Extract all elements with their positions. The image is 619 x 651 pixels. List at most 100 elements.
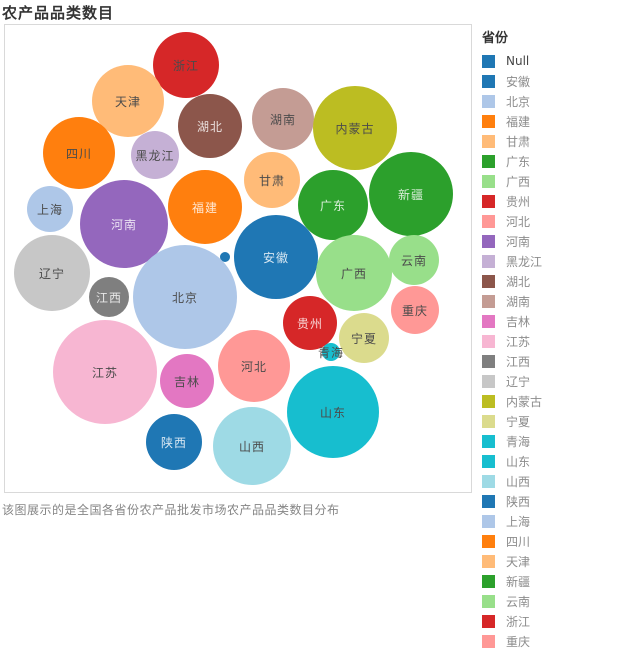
bubble-天津[interactable]: 天津 bbox=[92, 65, 164, 137]
bubble-福建[interactable]: 福建 bbox=[168, 170, 242, 244]
legend-swatch-icon bbox=[482, 354, 495, 368]
bubble-宁夏[interactable]: 宁夏 bbox=[339, 313, 389, 363]
legend-item-宁夏[interactable]: 宁夏 bbox=[481, 411, 617, 431]
legend-label: 广西 bbox=[506, 174, 531, 189]
legend-label: 天津 bbox=[506, 554, 531, 569]
legend-panel: 省份 Null 安徽 北京 福建 甘肃 广东 广西 贵州 河北 河南 黑龙江 湖北 湖南 吉林 江苏 江西 辽宁… bbox=[481, 27, 617, 651]
legend-item-山东[interactable]: 山东 bbox=[481, 451, 617, 471]
bubble-河北[interactable]: 河北 bbox=[218, 330, 290, 402]
bubble-河南[interactable]: 河南 bbox=[80, 180, 168, 268]
legend-label: 广东 bbox=[506, 154, 531, 169]
legend-label: 河南 bbox=[506, 234, 531, 249]
legend-item-浙江[interactable]: 浙江 bbox=[481, 611, 617, 631]
bubble-北京[interactable]: 北京 bbox=[133, 245, 237, 349]
legend-item-内蒙古[interactable]: 内蒙古 bbox=[481, 391, 617, 411]
legend-label: 北京 bbox=[506, 94, 531, 109]
legend-item-贵州[interactable]: 贵州 bbox=[481, 191, 617, 211]
legend-item-福建[interactable]: 福建 bbox=[481, 111, 617, 131]
bubble-甘肃[interactable]: 甘肃 bbox=[244, 152, 300, 208]
bubble-四川[interactable]: 四川 bbox=[43, 117, 115, 189]
legend-item-云南[interactable]: 云南 bbox=[481, 591, 617, 611]
legend-item-重庆[interactable]: 重庆 bbox=[481, 631, 617, 651]
legend-item-天津[interactable]: 天津 bbox=[481, 551, 617, 571]
legend-swatch-icon bbox=[482, 494, 495, 508]
legend-item-北京[interactable]: 北京 bbox=[481, 91, 617, 111]
bubble-山西[interactable]: 山西 bbox=[213, 407, 291, 485]
legend-item-吉林[interactable]: 吉林 bbox=[481, 311, 617, 331]
legend-item-河南[interactable]: 河南 bbox=[481, 231, 617, 251]
legend-label: 黑龙江 bbox=[506, 254, 543, 269]
legend-swatch-icon bbox=[482, 134, 495, 148]
bubble-江苏[interactable]: 江苏 bbox=[53, 320, 157, 424]
bubble-新疆[interactable]: 新疆 bbox=[369, 152, 453, 236]
legend-label: 福建 bbox=[506, 114, 531, 129]
legend-label: 吉林 bbox=[506, 314, 531, 329]
legend-label: 江苏 bbox=[506, 334, 531, 349]
bubble-广西[interactable]: 广西 bbox=[316, 235, 392, 311]
bubble-山东[interactable]: 山东 bbox=[287, 366, 379, 458]
page-title: 农产品品类数目 bbox=[2, 4, 115, 22]
bubble-湖南[interactable]: 湖南 bbox=[252, 88, 314, 150]
bubble-上海[interactable]: 上海 bbox=[27, 186, 73, 232]
legend-swatch-icon bbox=[482, 254, 495, 268]
legend-item-Null[interactable]: Null bbox=[481, 51, 617, 71]
legend-label: 湖南 bbox=[506, 294, 531, 309]
legend-swatch-icon bbox=[482, 174, 495, 188]
legend-swatch-icon bbox=[482, 154, 495, 168]
legend-swatch-icon bbox=[482, 94, 495, 108]
legend-swatch-icon bbox=[482, 594, 495, 608]
legend-swatch-icon bbox=[482, 234, 495, 248]
legend-label: 辽宁 bbox=[506, 374, 531, 389]
packed-bubble-chart: 浙江 天津 湖北 湖南 内蒙古 四川 黑龙江 甘肃 广东 新疆 上海 河南 福建 安徽 辽宁 江西 北京 广西 云南… bbox=[4, 24, 472, 493]
bubble-青海[interactable]: 青海 bbox=[318, 343, 343, 361]
legend-swatch-icon bbox=[482, 334, 495, 348]
legend-swatch-icon bbox=[482, 414, 495, 428]
legend-item-江西[interactable]: 江西 bbox=[481, 351, 617, 371]
legend-item-广东[interactable]: 广东 bbox=[481, 151, 617, 171]
bubble-江西[interactable]: 江西 bbox=[89, 277, 129, 317]
legend-swatch-icon bbox=[482, 54, 495, 68]
legend-item-湖南[interactable]: 湖南 bbox=[481, 291, 617, 311]
legend-swatch-icon bbox=[482, 614, 495, 628]
legend-swatch-icon bbox=[482, 74, 495, 88]
legend-item-上海[interactable]: 上海 bbox=[481, 511, 617, 531]
bubble-陕西[interactable]: 陕西 bbox=[146, 414, 202, 470]
bubble-吉林[interactable]: 吉林 bbox=[160, 354, 214, 408]
bubble-云南[interactable]: 云南 bbox=[389, 235, 439, 285]
legend-item-江苏[interactable]: 江苏 bbox=[481, 331, 617, 351]
bubble-湖北[interactable]: 湖北 bbox=[178, 94, 242, 158]
legend-label: 浙江 bbox=[506, 614, 531, 629]
legend-label: 江西 bbox=[506, 354, 531, 369]
legend-swatch-icon bbox=[482, 314, 495, 328]
legend-item-河北[interactable]: 河北 bbox=[481, 211, 617, 231]
legend-label: 山东 bbox=[506, 454, 531, 469]
bubble-Null[interactable] bbox=[220, 252, 230, 262]
bubble-内蒙古[interactable]: 内蒙古 bbox=[313, 86, 397, 170]
bubble-安徽[interactable]: 安徽 bbox=[234, 215, 318, 299]
bubble-重庆[interactable]: 重庆 bbox=[391, 286, 439, 334]
bubble-辽宁[interactable]: 辽宁 bbox=[14, 235, 90, 311]
bubble-贵州[interactable]: 贵州 bbox=[283, 296, 337, 350]
legend-item-山西[interactable]: 山西 bbox=[481, 471, 617, 491]
legend-swatch-icon bbox=[482, 294, 495, 308]
bubble-广东[interactable]: 广东 bbox=[298, 170, 368, 240]
legend-item-广西[interactable]: 广西 bbox=[481, 171, 617, 191]
legend-swatch-icon bbox=[482, 434, 495, 448]
legend-item-黑龙江[interactable]: 黑龙江 bbox=[481, 251, 617, 271]
bubble-黑龙江[interactable]: 黑龙江 bbox=[131, 131, 179, 179]
legend-item-湖北[interactable]: 湖北 bbox=[481, 271, 617, 291]
legend-label: 湖北 bbox=[506, 274, 531, 289]
legend-item-青海[interactable]: 青海 bbox=[481, 431, 617, 451]
legend-item-四川[interactable]: 四川 bbox=[481, 531, 617, 551]
legend-swatch-icon bbox=[482, 374, 495, 388]
bubble-浙江[interactable]: 浙江 bbox=[153, 32, 219, 98]
legend-swatch-icon bbox=[482, 214, 495, 228]
legend-swatch-icon bbox=[482, 454, 495, 468]
legend-swatch-icon bbox=[482, 114, 495, 128]
legend-swatch-icon bbox=[482, 574, 495, 588]
legend-item-陕西[interactable]: 陕西 bbox=[481, 491, 617, 511]
legend-item-安徽[interactable]: 安徽 bbox=[481, 71, 617, 91]
legend-item-辽宁[interactable]: 辽宁 bbox=[481, 371, 617, 391]
legend-item-甘肃[interactable]: 甘肃 bbox=[481, 131, 617, 151]
legend-item-新疆[interactable]: 新疆 bbox=[481, 571, 617, 591]
